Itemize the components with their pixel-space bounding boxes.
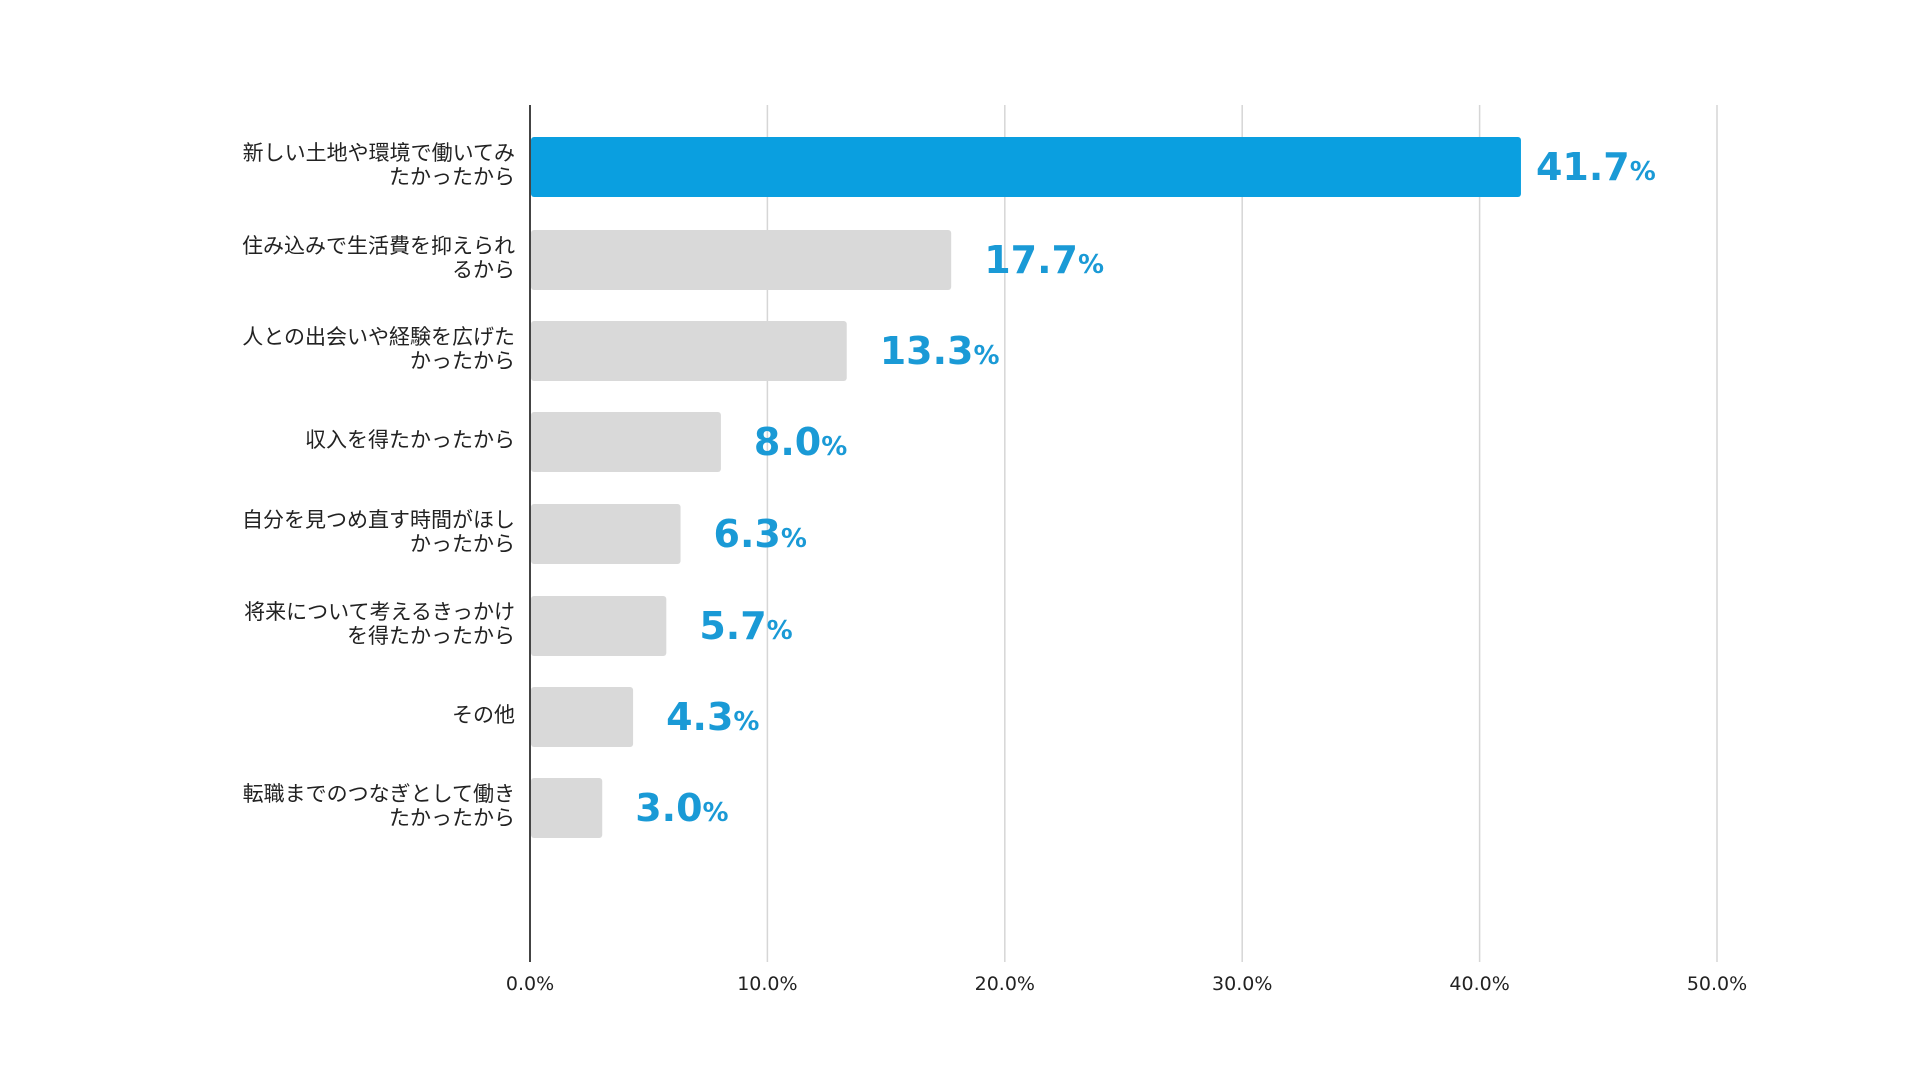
bar	[531, 778, 603, 838]
x-tick-label: 0.0%	[506, 973, 554, 995]
category-label-line: かったから	[410, 532, 515, 556]
data-label-suffix: %	[767, 616, 793, 646]
category-label: 転職までのつなぎとして働き たかったから	[185, 782, 515, 830]
data-label: 4.3%	[666, 695, 759, 739]
x-tick-label: 10.0%	[737, 973, 797, 995]
data-label-value: 8.0	[754, 420, 821, 464]
category-label: 人との出会いや経験を広げた かったから	[185, 325, 515, 373]
category-label-line: 自分を見つめ直す時間がほし	[242, 508, 515, 532]
category-label-line: たかったから	[389, 165, 515, 189]
bar	[531, 596, 667, 656]
category-label: 自分を見つめ直す時間がほし かったから	[185, 508, 515, 556]
category-label-line: 人との出会いや経験を広げた	[242, 325, 515, 349]
data-label: 6.3%	[714, 512, 807, 556]
category-label-line: かったから	[410, 349, 515, 373]
data-label-value: 41.7	[1536, 145, 1630, 189]
data-label: 13.3%	[880, 329, 1000, 373]
bar	[531, 687, 634, 747]
data-label-suffix: %	[821, 432, 847, 462]
x-tick-label: 30.0%	[1212, 973, 1272, 995]
data-label: 3.0%	[635, 786, 728, 830]
category-label-line: るから	[452, 258, 515, 282]
data-label-suffix: %	[974, 341, 1000, 371]
category-label-line: その他	[452, 703, 515, 727]
x-tick-label: 50.0%	[1687, 973, 1747, 995]
category-label: 収入を得たかったから	[185, 428, 515, 452]
bar	[531, 412, 721, 472]
data-label-suffix: %	[703, 798, 729, 828]
data-label: 5.7%	[699, 604, 792, 648]
category-label: その他	[185, 703, 515, 727]
category-label: 新しい土地や環境で働いてみ たかったから	[185, 141, 515, 189]
data-label-value: 13.3	[880, 329, 974, 373]
x-tick-label: 20.0%	[975, 973, 1035, 995]
data-label-suffix: %	[781, 524, 807, 554]
category-label-line: たかったから	[389, 806, 515, 830]
bar	[531, 504, 681, 564]
data-label-value: 3.0	[635, 786, 702, 830]
bar	[531, 321, 847, 381]
data-label-value: 6.3	[714, 512, 781, 556]
data-label: 8.0%	[754, 420, 847, 464]
category-label: 住み込みで生活費を抑えられ るから	[185, 234, 515, 282]
category-label-line: 住み込みで生活費を抑えられ	[242, 234, 515, 258]
data-label: 17.7%	[984, 238, 1104, 282]
bar	[531, 230, 952, 290]
x-tick-label: 40.0%	[1449, 973, 1509, 995]
data-label-suffix: %	[733, 707, 759, 737]
data-label: 41.7%	[1536, 145, 1656, 189]
bar	[531, 137, 1521, 197]
category-label-line: 新しい土地や環境で働いてみ	[242, 141, 515, 165]
category-label-line: 収入を得たかったから	[305, 428, 515, 452]
data-label-suffix: %	[1630, 157, 1656, 187]
category-label: 将来について考えるきっかけ を得たかったから	[185, 600, 515, 648]
data-label-value: 17.7	[984, 238, 1078, 282]
data-label-value: 5.7	[699, 604, 766, 648]
category-label-line: を得たかったから	[347, 624, 515, 648]
data-label-suffix: %	[1078, 250, 1104, 280]
data-label-value: 4.3	[666, 695, 733, 739]
category-label-line: 転職までのつなぎとして働き	[242, 782, 515, 806]
category-label-line: 将来について考えるきっかけ	[244, 600, 515, 624]
